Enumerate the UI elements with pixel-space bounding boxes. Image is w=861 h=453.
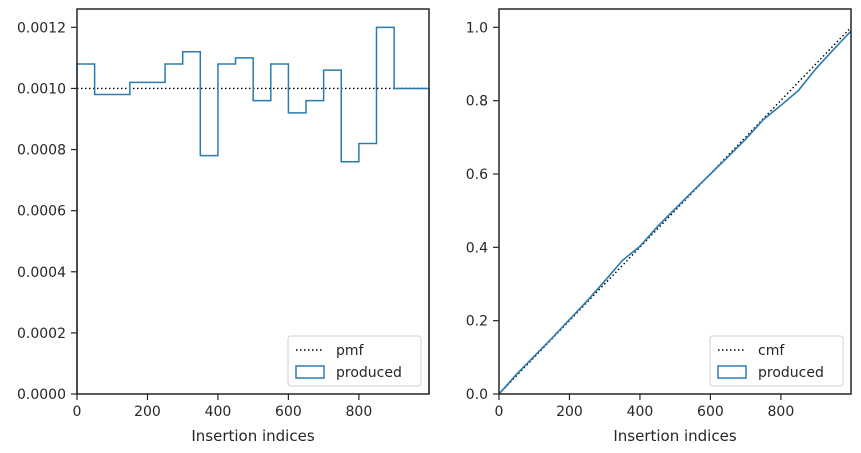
legend-swatch-produced [717,365,747,379]
y-tick-label: 1.0 [466,20,488,36]
x-tick-label: 600 [697,404,724,420]
y-tick-label: 0.0012 [17,20,66,36]
x-axis-label: Insertion indices [191,427,314,445]
data-point [797,89,800,91]
plot-frame [76,8,430,395]
x-tick-label: 800 [346,404,373,420]
legend-box [287,335,422,387]
data-point [516,373,518,375]
x-tick-label: 600 [275,404,302,420]
data-point [586,300,588,302]
x-axis-label: Insertion indices [613,427,736,445]
legend: pmf produced [287,335,422,387]
series-step-produced [76,26,430,394]
data-point [533,355,535,357]
chart-panel-2: 0 200 400 600 800 0.0 0.2 0.4 0.6 0.8 1.0 Insertion… [466,8,852,445]
data-point [745,138,747,140]
y-tick-label: 0.0006 [17,204,66,220]
legend-swatch-produced [295,365,325,379]
y-tick-label: 0.4 [466,240,488,256]
y-tick-label: 0.8 [466,94,488,110]
data-point [656,225,659,228]
data-point [780,104,782,107]
legend-label: pmf [336,343,365,359]
y-tick-label: 0.6 [466,167,488,183]
plot-frame [498,8,852,395]
x-tick-label: 800 [768,404,795,420]
data-point [674,208,676,210]
data-point [604,280,606,282]
x-tick-label: 0 [495,404,504,420]
legend-label: produced [336,365,402,381]
legend-label: cmf [758,343,785,359]
data-point [762,119,764,121]
x-tick-label: 0 [73,404,82,420]
data-point [727,156,729,158]
x-tick-label: 200 [556,404,583,420]
x-tick-label: 200 [134,404,161,420]
data-point [621,259,623,262]
x-tick-label: 400 [627,404,654,420]
chart-panel-1: 0 200 400 600 800 0.0000 0.0002 0.0004 0.0006 0.0… [17,8,430,445]
y-tick-label: 0.0010 [17,81,66,97]
legend-label: produced [758,365,824,381]
y-tick-label: 0.0000 [17,387,66,403]
data-point [551,337,553,339]
legend-box [709,335,844,387]
y-tick-label: 0.0002 [17,326,66,342]
legend: cmf produced [709,335,844,387]
data-point [833,48,835,50]
data-point [815,67,817,69]
data-point [692,190,694,192]
y-tick-label: 0.2 [466,314,488,330]
data-point [709,173,712,175]
data-point [639,245,641,247]
y-tick-label: 0.0 [466,387,488,403]
x-tick-label: 400 [205,404,232,420]
y-tick-label: 0.0004 [17,265,66,281]
data-point [568,318,571,321]
y-tick-label: 0.0008 [17,143,66,159]
